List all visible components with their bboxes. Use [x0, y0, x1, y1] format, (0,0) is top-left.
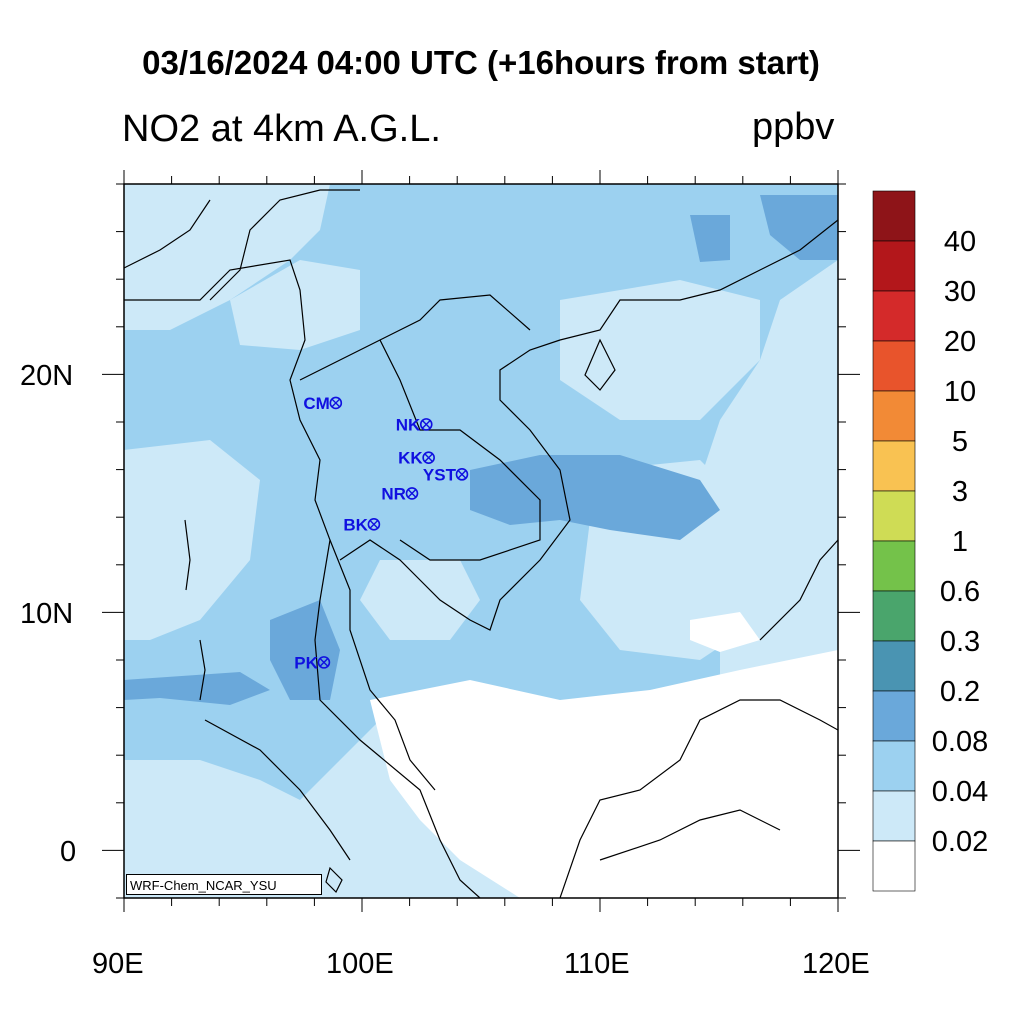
station-marker-icon [367, 518, 381, 531]
map-title: 03/16/2024 04:00 UTC (+16hours from star… [142, 44, 820, 81]
colorbar-label: 0.08 [931, 726, 989, 758]
station-nk: NK [396, 415, 433, 434]
station-cm: CM [303, 394, 343, 413]
colorbar-swatch [872, 190, 916, 242]
field-low-northwest [124, 184, 330, 330]
y-tick-label: 0 [60, 836, 77, 868]
field-high-strip [124, 672, 270, 705]
field-low-bengal [124, 440, 260, 640]
station-marker-icon [419, 418, 433, 431]
x-tick-label: 100E [326, 948, 394, 980]
station-pk: PK [294, 653, 331, 672]
colorbar-label: 40 [943, 226, 977, 258]
colorbar-swatch [872, 340, 916, 392]
station-kk: KK [398, 449, 435, 468]
field-none-south [370, 650, 838, 898]
field-low-hills [230, 260, 360, 350]
colorbar-label: 5 [951, 426, 969, 458]
y-tick-label: 10N [20, 598, 74, 630]
station-label: CM [303, 394, 329, 413]
colorbar-label: 10 [943, 376, 977, 408]
field-high-andaman [270, 600, 340, 700]
x-tick-label: 110E [564, 948, 630, 980]
colorbar-label: 30 [943, 276, 977, 308]
station-marker-icon [455, 468, 469, 481]
colorbar-swatch [872, 790, 916, 842]
field-high-guangxi [690, 215, 730, 262]
station-cross [369, 519, 379, 529]
colorbar-swatch [872, 240, 916, 292]
colorbar-swatch [872, 490, 916, 542]
colorbar-label: 0.2 [939, 676, 981, 708]
colorbar-label: 3 [951, 476, 969, 508]
colorbar-swatch [872, 290, 916, 342]
colorbar-label: 1 [951, 526, 969, 558]
colorbar-swatch [872, 590, 916, 642]
station-bk: BK [343, 515, 381, 534]
field-low-gulf [360, 560, 480, 640]
y-tick-label: 20N [20, 360, 74, 392]
colorbar-label: 0.04 [931, 776, 989, 808]
axis-ticks [102, 170, 860, 912]
station-label: KK [398, 449, 423, 468]
station-cross [331, 398, 341, 408]
station-nr: NR [381, 484, 419, 503]
station-cross [457, 469, 467, 479]
station-label: PK [294, 653, 318, 672]
coastline-and-borders [124, 189, 838, 898]
x-tick-label: 120E [802, 948, 870, 980]
colorbar-swatch [872, 540, 916, 592]
station-yst: YST [423, 465, 469, 484]
station-label: BK [343, 515, 368, 534]
colorbar-swatch [872, 740, 916, 792]
map-frame [123, 183, 839, 899]
units-label: ppbv [752, 106, 835, 148]
colorbar-label: 20 [943, 326, 977, 358]
colorbar [872, 190, 916, 892]
station-label: NR [381, 484, 406, 503]
station-label: YST [423, 465, 457, 484]
model-credit: WRF-Chem_NCAR_YSU [126, 874, 322, 895]
field-high-cambodia [470, 455, 720, 540]
colorbar-swatch [872, 640, 916, 692]
station-marker-icon [422, 451, 435, 465]
colorbar-label: 0.6 [939, 576, 981, 608]
field-none-spot [690, 612, 760, 652]
station-cross [424, 453, 434, 463]
station-cross [421, 419, 431, 429]
station-marker-icon [405, 487, 419, 500]
field-high-china-east [760, 195, 838, 260]
station-label: NK [396, 415, 421, 434]
station-cross [407, 489, 417, 498]
station-cross [319, 657, 329, 667]
colorbar-swatch [872, 690, 916, 742]
station-marker-icon [317, 656, 331, 669]
x-tick-label: 90E [92, 948, 144, 980]
concentration-field [124, 184, 838, 898]
colorbar-label: 0.02 [931, 826, 989, 858]
colorbar-swatch [872, 390, 916, 442]
colorbar-swatch [872, 840, 916, 892]
colorbar-label: 0.3 [939, 626, 981, 658]
variable-label: NO2 at 4km A.G.L. [122, 108, 441, 150]
colorbar-swatch [872, 440, 916, 492]
station-marker-icon [329, 396, 343, 410]
